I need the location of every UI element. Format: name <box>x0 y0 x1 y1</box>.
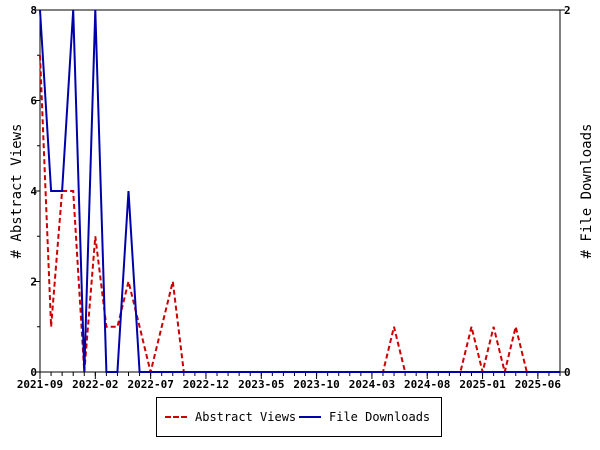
y-left-tick-label: 2 <box>30 276 37 289</box>
chart-legend: Abstract Views File Downloads <box>156 397 442 437</box>
x-tick-label: 2022-07 <box>127 378 173 391</box>
x-tick-label: 2024-08 <box>404 378 450 391</box>
y-axis-title-left: # Abstract Views <box>9 124 25 259</box>
x-tick-label: 2021-09 <box>17 378 63 391</box>
y-axis-title-right: # File Downloads <box>579 124 595 259</box>
plot-frame <box>39 9 561 373</box>
y-right-tick-label: 2 <box>564 4 571 17</box>
x-tick-label: 2022-02 <box>72 378 118 391</box>
legend-label-abstract-views: Abstract Views <box>195 410 297 424</box>
y-right-tick-label: 0 <box>564 366 571 379</box>
x-tick-label: 2025-06 <box>515 378 562 391</box>
legend-swatch-file-downloads <box>299 416 321 418</box>
y-left-tick-label: 8 <box>30 4 37 17</box>
x-tick-label: 2024-03 <box>349 378 395 391</box>
y-left-tick-label: 0 <box>30 366 37 379</box>
y-left-tick-label: 4 <box>30 185 37 198</box>
legend-item-file-downloads: File Downloads <box>299 410 430 424</box>
series-line-abstract-views <box>39 55 560 373</box>
x-tick-label: 2023-10 <box>293 378 339 391</box>
x-tick-label: 2023-05 <box>238 378 284 391</box>
legend-item-abstract-views: Abstract Views <box>165 410 296 424</box>
legend-swatch-abstract-views <box>165 416 187 418</box>
x-tick-label: 2022-12 <box>183 378 229 391</box>
y-left-tick-label: 6 <box>30 95 37 108</box>
series-line-file-downloads <box>39 9 560 373</box>
legend-label-file-downloads: File Downloads <box>329 410 431 424</box>
x-tick-label: 2025-01 <box>459 378 506 391</box>
